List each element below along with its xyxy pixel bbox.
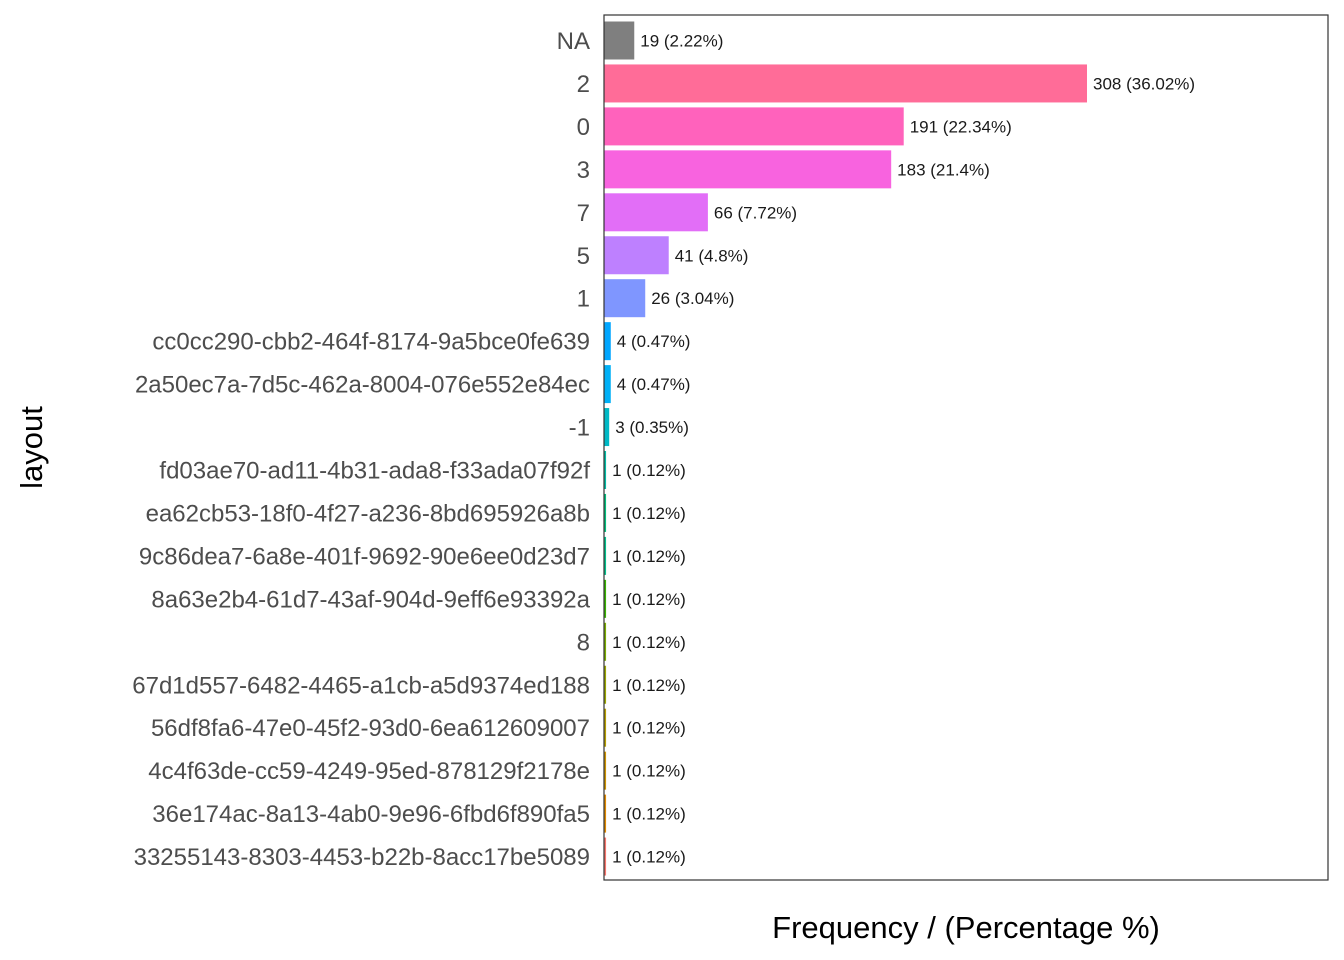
bar xyxy=(604,493,607,532)
y-tick-label: fd03ae70-ad11-4b31-ada8-f33ada07f92f xyxy=(159,458,590,485)
y-tick-label: 9c86dea7-6a8e-401f-9692-90e6ee0d23d7 xyxy=(139,543,590,570)
x-axis-title: Frequency / (Percentage %) xyxy=(772,910,1160,945)
bar xyxy=(604,107,904,146)
bar-data-label: 1 (0.12%) xyxy=(612,504,686,523)
bar-data-label: 66 (7.72%) xyxy=(714,203,797,222)
bar-data-label: 4 (0.47%) xyxy=(617,375,691,394)
y-tick-label: 56df8fa6-47e0-45f2-93d0-6ea612609007 xyxy=(151,715,590,742)
y-tick-label: 8 xyxy=(577,629,590,656)
y-tick-labels-layer: NA 2 0 3 7 5 1 cc0cc290-cbb2-464f-8174-9a5bce0f… xyxy=(132,28,590,871)
bar xyxy=(604,279,646,318)
data-labels-layer: 19 (2.22%) 308 (36.02%) 191 (22.34%) 183 (2… xyxy=(612,32,1195,867)
bar xyxy=(604,193,708,232)
y-tick-label: NA xyxy=(557,28,590,55)
y-tick-label: cc0cc290-cbb2-464f-8174-9a5bce0fe639 xyxy=(152,329,590,356)
bar-data-label: 183 (21.4%) xyxy=(897,160,990,179)
bar-data-label: 1 (0.12%) xyxy=(612,676,686,695)
bars-layer xyxy=(604,21,1087,876)
bar xyxy=(604,236,669,275)
bar-data-label: 1 (0.12%) xyxy=(612,762,686,781)
y-tick-label: 36e174ac-8a13-4ab0-9e96-6fbd6f890fa5 xyxy=(152,801,590,828)
bar-data-label: 3 (0.35%) xyxy=(615,418,689,437)
bar-data-label: 19 (2.22%) xyxy=(640,32,723,51)
y-tick-label: 4c4f63de-cc59-4249-95ed-878129f2178e xyxy=(148,758,590,785)
y-tick-label: ea62cb53-18f0-4f27-a236-8bd695926a8b xyxy=(146,500,590,527)
bar xyxy=(604,408,610,447)
bar xyxy=(604,150,892,189)
bar xyxy=(604,579,607,618)
bar xyxy=(604,21,635,60)
bar-data-label: 4 (0.47%) xyxy=(617,332,691,351)
y-tick-label: -1 xyxy=(569,415,590,442)
y-tick-label: 2a50ec7a-7d5c-462a-8004-076e552e84ec xyxy=(135,372,590,399)
y-tick-label: 33255143-8303-4453-b22b-8acc17be5089 xyxy=(134,844,590,871)
y-tick-label: 5 xyxy=(577,243,590,270)
plot-panel-border xyxy=(603,14,1329,881)
y-tick-label: 7 xyxy=(577,200,590,227)
y-axis-title: layout xyxy=(14,406,49,489)
bar-data-label: 308 (36.02%) xyxy=(1093,74,1195,93)
bar-data-label: 1 (0.12%) xyxy=(612,633,686,652)
bar-data-label: 41 (4.8%) xyxy=(675,246,749,265)
y-tick-label: 2 xyxy=(577,71,590,98)
bar-data-label: 1 (0.12%) xyxy=(612,590,686,609)
bar xyxy=(604,365,611,404)
bar xyxy=(604,622,607,661)
bar xyxy=(604,751,607,790)
bar xyxy=(604,665,607,704)
y-tick-label: 0 xyxy=(577,114,590,141)
bar-data-label: 1 (0.12%) xyxy=(612,547,686,566)
bar xyxy=(604,708,607,747)
bar-data-label: 1 (0.12%) xyxy=(612,461,686,480)
bar-data-label: 191 (22.34%) xyxy=(910,117,1012,136)
y-tick-label: 8a63e2b4-61d7-43af-904d-9eff6e93392a xyxy=(151,586,590,613)
y-tick-label: 3 xyxy=(577,157,590,184)
bar-data-label: 1 (0.12%) xyxy=(612,848,686,867)
bar xyxy=(604,794,607,833)
y-tick-label: 1 xyxy=(577,286,590,313)
bar xyxy=(604,64,1087,103)
bar-data-label: 1 (0.12%) xyxy=(612,719,686,738)
bar xyxy=(604,536,607,575)
bar-data-label: 1 (0.12%) xyxy=(612,805,686,824)
bar xyxy=(604,322,611,361)
bar xyxy=(604,451,607,489)
bar xyxy=(604,837,607,876)
bar-data-label: 26 (3.04%) xyxy=(651,289,734,308)
y-tick-label: 67d1d557-6482-4465-a1cb-a5d9374ed188 xyxy=(132,672,590,699)
